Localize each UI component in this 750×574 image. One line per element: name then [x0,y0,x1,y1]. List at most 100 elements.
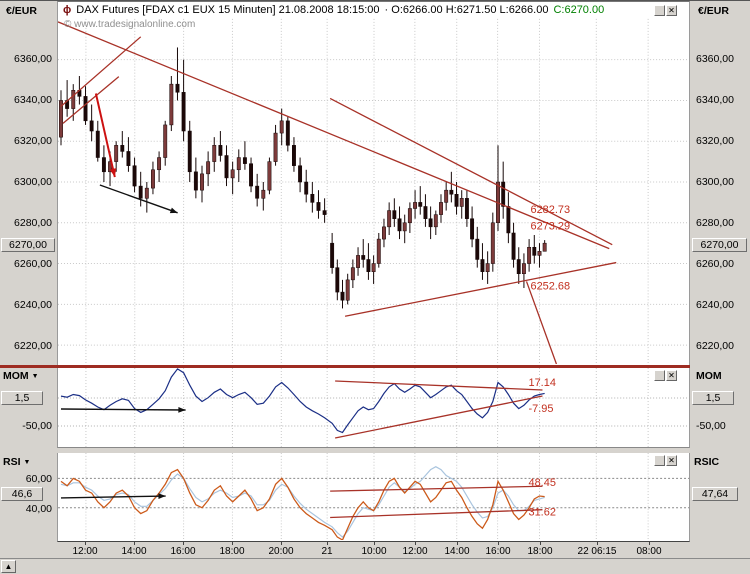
price-axis-label: 6300,00 [14,176,52,188]
panel-properties-button[interactable] [654,455,665,466]
price-axis-label: 6240,00 [696,299,734,311]
axis-title-right: €/EUR [698,5,729,17]
price-axis-label: 6260,00 [14,258,52,270]
time-axis-tick [85,542,86,545]
price-axis-label: 6320,00 [14,135,52,147]
chart-type-icon: ϕ [63,4,72,16]
time-axis-tick [649,542,650,545]
time-axis-tick [327,542,328,545]
price-axis-label: 6320,00 [696,135,734,147]
rsi-value-badge-left: 46,6 [1,487,43,501]
mom-value-badge-left: 1,5 [1,391,43,405]
svg-text:48.45: 48.45 [529,477,556,489]
rsi-indicator-dropdown[interactable]: RSI ▼ [3,456,30,468]
price-axis-label: 6260,00 [696,258,734,270]
svg-text:-7.95: -7.95 [529,403,554,415]
price-chart-canvas[interactable]: 6282.73 6273.29 6252.68 [58,2,689,364]
price-axis-label: 6340,00 [14,94,52,106]
time-axis-label: 12:00 [402,546,428,557]
time-axis-label: 14:00 [444,546,470,557]
price-axis-label: 6220,00 [14,340,52,352]
panel-close-button[interactable]: ✕ [666,455,677,466]
chevron-down-icon: ▼ [23,458,31,466]
time-axis-label: 21 [321,546,333,557]
arrow-annotations [60,493,166,499]
rsi-axis-high-left: 60,00 [25,473,52,485]
rsi-label-right: RSIC [694,456,720,468]
time-axis-tick [281,542,282,545]
mom-value-badge-right: 1,5 [692,391,734,405]
rsi-panel-controls: ✕ [654,455,677,466]
chart-close-readout: C:6270.00 [553,4,605,16]
time-axis-tick [134,542,135,545]
left-price-axis: €/EUR 6270,00 MOM ▼ 1,5 -50,00 RSI ▼ 60,… [0,1,57,574]
time-axis-tick [374,542,375,545]
panel-close-button[interactable]: ✕ [666,370,677,381]
time-axis-label: 12:00 [72,546,98,557]
price-axis-label: 6220,00 [696,340,734,352]
time-axis-tick [597,542,598,545]
time-axis-tick [415,542,416,545]
time-axis-label: 10:00 [361,546,387,557]
time-axis-tick [498,542,499,545]
grid-lines [85,368,649,448]
time-axis-label: 18:00 [527,546,553,557]
rsi-chart-canvas[interactable]: 48.45 31.62 [58,453,689,540]
time-axis: 12:00 14:00 16:00 18:00 20:00 21 10:00 12:00 14:… [0,542,750,558]
rsi-indicator-panel: 48.45 31.62 ✕ [57,453,690,542]
price-axis-label: 6360,00 [696,53,734,65]
mom-label-right: MOM [696,370,722,382]
price-axis-label: 6360,00 [14,53,52,65]
time-axis-label: 16:00 [170,546,196,557]
mom-chart-canvas[interactable]: 17.14 -7.95 [58,368,689,448]
chevron-down-icon: ▼ [31,372,39,380]
main-panel-controls: ✕ [654,5,677,16]
value-annotations: 17.14 -7.95 [529,377,556,415]
panel-properties-button[interactable] [654,370,665,381]
mom-panel-controls: ✕ [654,370,677,381]
grid-lines [85,453,649,540]
rsic-line [60,466,545,538]
arrow-annotations [60,407,186,413]
mom-indicator-dropdown[interactable]: MOM ▼ [3,370,39,382]
svg-text:17.14: 17.14 [529,377,556,389]
trendlines [58,21,617,364]
time-axis-label: 20:00 [268,546,294,557]
rsi-line [60,468,545,540]
horizontal-scrollbar[interactable]: ▲ [0,558,750,574]
svg-text:6273.29: 6273.29 [531,221,571,233]
panel-close-button[interactable]: ✕ [666,5,677,16]
time-axis-label: 22 06:15 [577,546,617,557]
svg-text:6252.68: 6252.68 [531,280,571,292]
watermark: © www.tradesignalonline.com [64,19,196,30]
mom-indicator-panel: 17.14 -7.95 ✕ [57,368,690,448]
mom-axis-low-left: -50,00 [22,420,52,432]
time-axis-label: 14:00 [121,546,147,557]
chart-expand-button[interactable]: ▲ [1,560,16,573]
panel-properties-button[interactable] [654,5,665,16]
mom-axis-low-right: -50,00 [696,420,726,432]
grid-lines [58,18,689,364]
value-annotations: 6282.73 6273.29 6252.68 [531,204,571,293]
time-axis-tick [540,542,541,545]
price-axis-label: 6340,00 [696,94,734,106]
price-axis-label: 6300,00 [696,176,734,188]
mom-label-left: MOM [3,370,29,382]
last-price-badge-left: 6270,00 [1,238,55,252]
time-axis-label: 16:00 [485,546,511,557]
last-price-badge-right: 6270,00 [692,238,747,252]
chart-title: DAX Futures [FDAX c1 EUX 15 Minuten] 21.… [76,4,380,16]
chart-ohlc-readout: · O:6266.00 H:6271.50 L:6266.00 [384,4,549,16]
axis-title-left: €/EUR [6,5,37,17]
rsi-value-badge-right: 47,64 [692,487,738,501]
rsi-label-left: RSI [3,456,21,468]
mom-line [60,368,545,434]
rsi-axis-low-left: 40,00 [25,503,52,515]
price-axis-label: 6280,00 [14,217,52,229]
chart-title-bar: ϕ DAX Futures [FDAX c1 EUX 15 Minuten] 2… [58,2,689,18]
price-axis-label: 6240,00 [14,299,52,311]
time-axis-tick [457,542,458,545]
price-chart-panel: 6282.73 6273.29 6252.68 ϕ DAX Futures [FDA… [57,1,690,365]
panel-splitter[interactable] [0,365,690,368]
